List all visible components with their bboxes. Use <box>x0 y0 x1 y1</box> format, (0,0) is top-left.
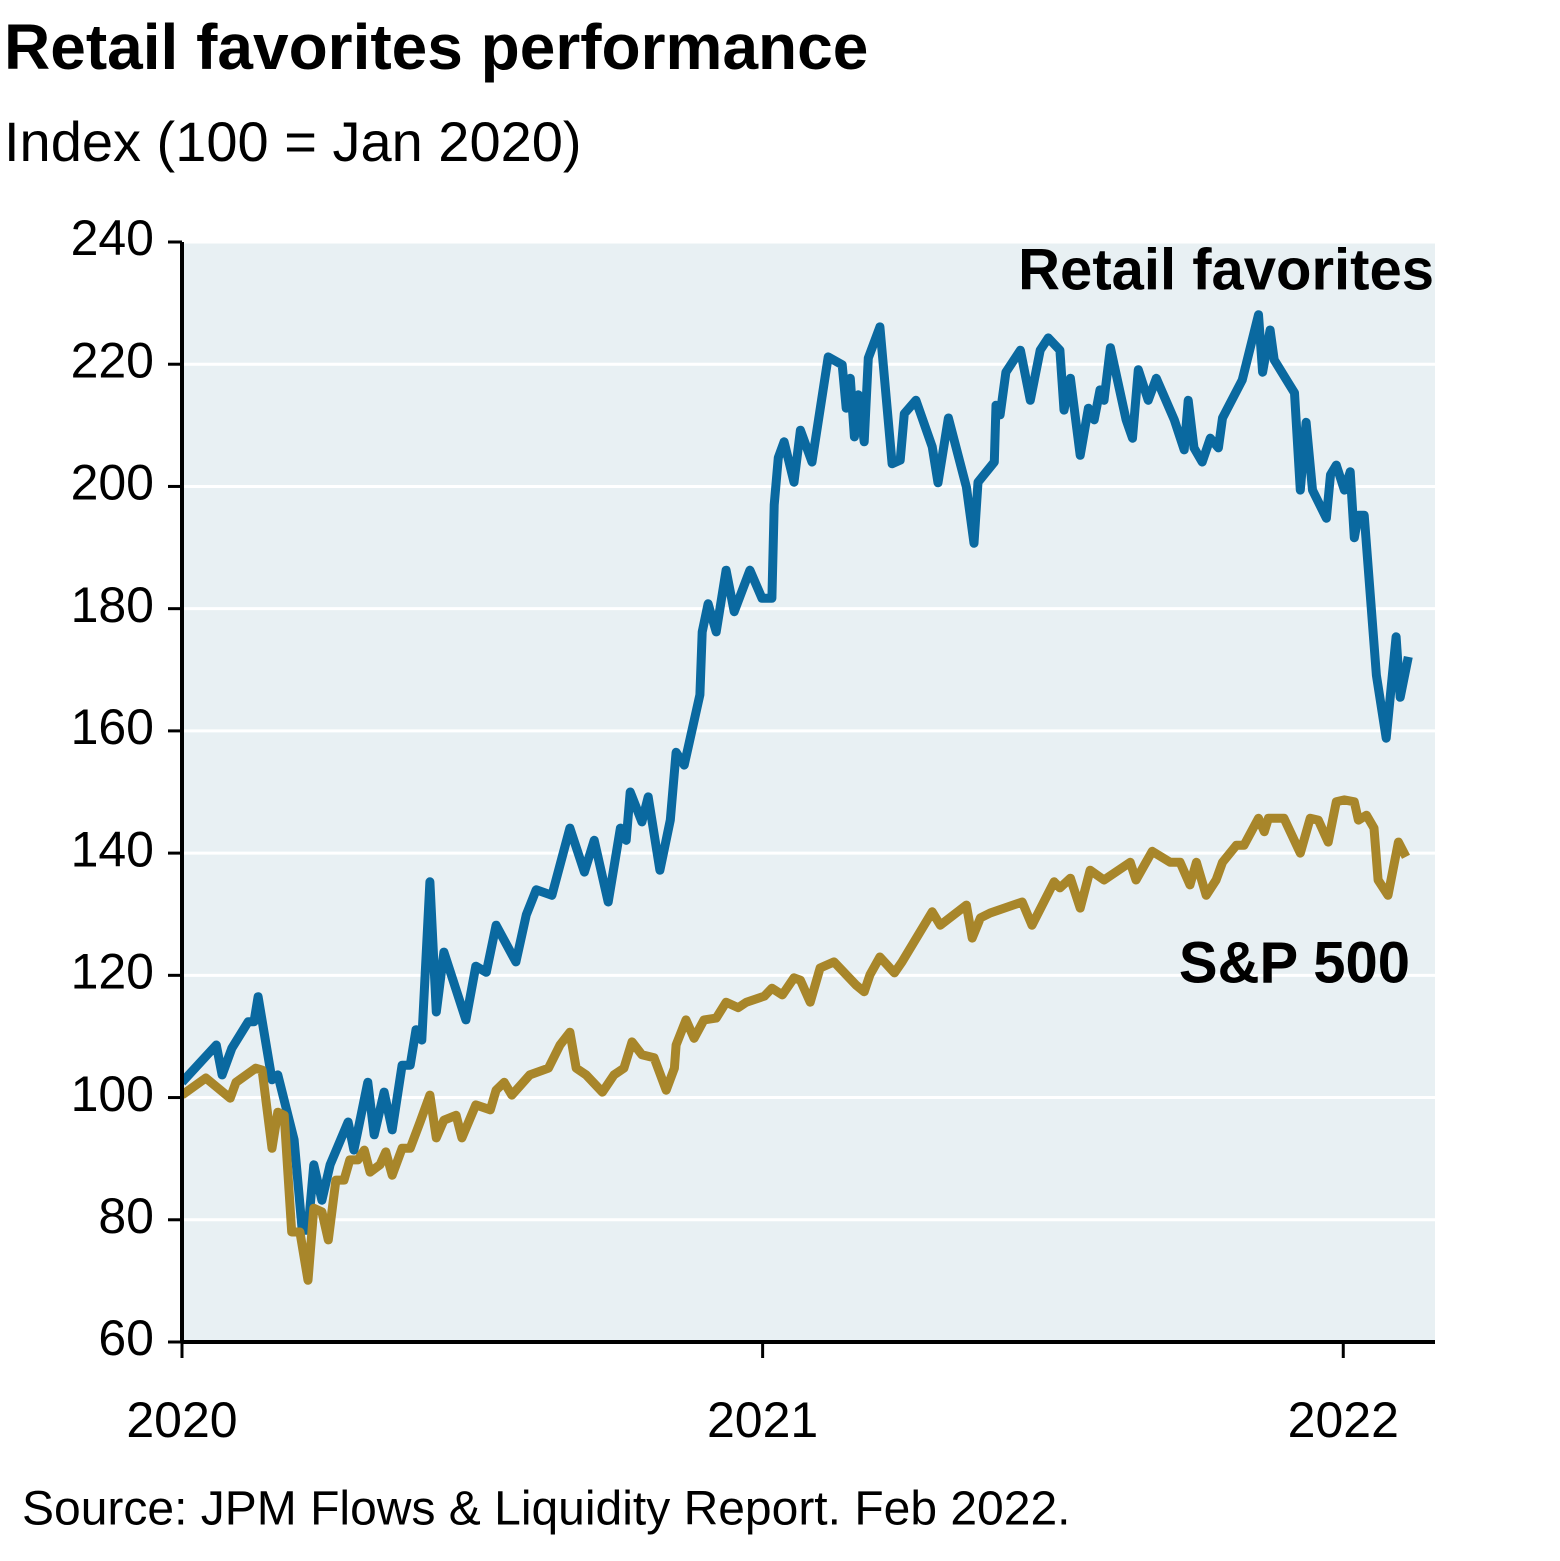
x-tick-label: 2020 <box>126 1392 237 1448</box>
series-annotation: Retail favorites <box>1018 237 1434 302</box>
x-tick-label: 2021 <box>707 1392 818 1448</box>
chart-title: Retail favorites performance <box>4 11 868 83</box>
x-tick-label: 2022 <box>1288 1392 1399 1448</box>
series-line <box>182 795 1410 1285</box>
series-group <box>182 310 1413 1285</box>
series-line <box>182 310 1413 1235</box>
y-tick-label: 80 <box>98 1188 154 1244</box>
y-tick-label: 160 <box>71 699 154 755</box>
series-annotation: S&P 500 <box>1179 930 1410 995</box>
y-tick-label: 100 <box>71 1066 154 1122</box>
y-tick-label: 140 <box>71 821 154 877</box>
chart-subtitle: Index (100 = Jan 2020) <box>4 110 582 173</box>
plot-area: 60 80 100 120 140 160 180 200 220 240 2020 2021 2022 <box>71 210 1435 1448</box>
y-tick-label: 240 <box>71 210 154 266</box>
y-tick-label: 200 <box>71 455 154 511</box>
y-tick-label: 180 <box>71 577 154 633</box>
y-tick-label: 220 <box>71 332 154 388</box>
y-tick-label: 120 <box>71 944 154 1000</box>
plot-background <box>182 242 1435 1342</box>
y-tick-label: 60 <box>98 1310 154 1366</box>
source-note: Source: JPM Flows & Liquidity Report. Fe… <box>22 1483 1070 1536</box>
